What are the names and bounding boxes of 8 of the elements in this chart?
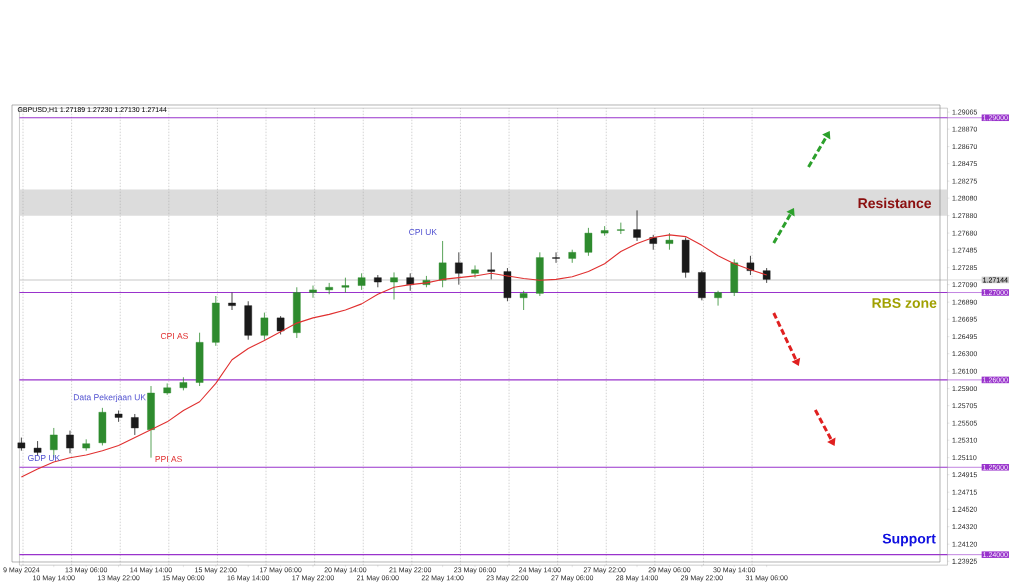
annotation: CPI UK: [409, 229, 437, 235]
annotation: CPI AS: [160, 333, 188, 339]
text: RBS zone: [872, 298, 937, 308]
text: Support: [882, 533, 936, 547]
annotation: GDP UK: [28, 455, 61, 461]
text: Resistance: [858, 197, 932, 209]
annotation: Data Pekerjaan UK: [73, 394, 146, 402]
annotation: PPI AS: [155, 456, 182, 462]
